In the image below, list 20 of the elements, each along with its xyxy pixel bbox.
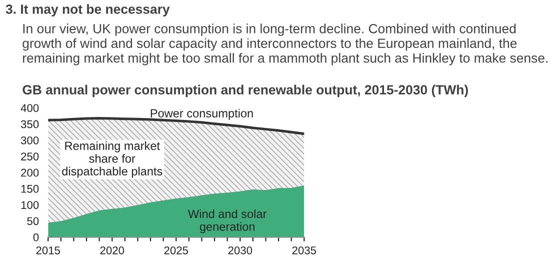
y-tick-label: 200	[21, 168, 39, 177]
chart-title: GB annual power consumption and renewable output, 2015-2030 (TWh)	[22, 84, 468, 98]
text: In our view, UK power consumption is in long-term decline. Combined with continued growth of wind and solar capacity and interconnectors to the European mainland, the remaining market might be too small for a mammoth plant such as Hinkley to make sense.	[22, 24, 548, 66]
y-tick-label: 50	[27, 217, 39, 226]
y-tick-label: 300	[20, 136, 39, 144]
x-tick-label: 2025	[164, 246, 188, 254]
x-tick-label: 2030	[228, 246, 252, 254]
series-label: Remaining market share for dispatchable plants	[62, 141, 162, 178]
annotation: Power consumption	[150, 108, 253, 120]
y-tick-label: 250	[21, 152, 39, 160]
x-tick-label: 2015	[36, 246, 60, 254]
x-tick-label: 2020	[100, 246, 124, 254]
text: 3. It may not be necessary	[6, 4, 170, 16]
y-tick-label: 350	[20, 120, 39, 128]
y-tick-label: 0	[33, 233, 39, 242]
y-tick-label: 100	[21, 201, 39, 209]
y-tick-label: 400	[20, 104, 39, 112]
x-tick-label: 2035	[292, 246, 316, 254]
series-label: Wind and solar generation	[188, 209, 267, 234]
y-tick-label: 150	[21, 184, 39, 193]
